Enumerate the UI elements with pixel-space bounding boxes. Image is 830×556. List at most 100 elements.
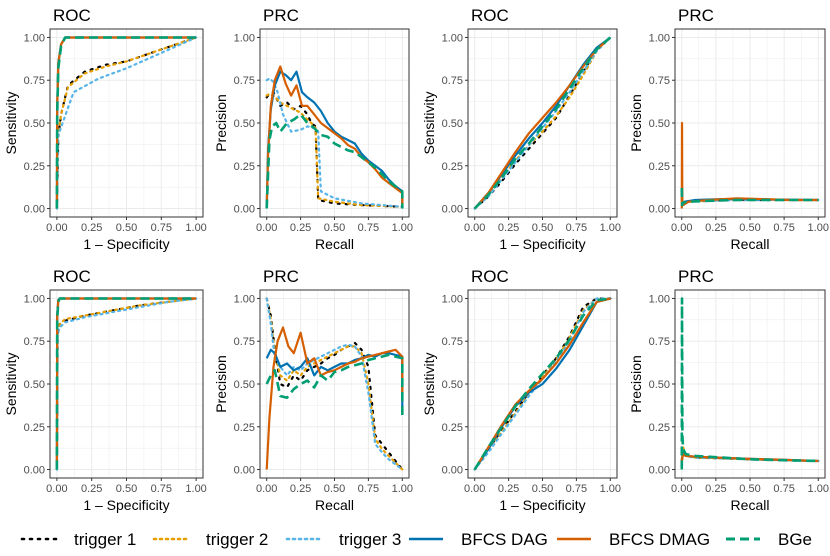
panel-border: [674, 289, 826, 479]
y-tick-label: 0.75: [649, 336, 670, 348]
series-line-bge: [680, 297, 819, 470]
x-tick-label: 0.25: [498, 222, 519, 234]
panel-border: [49, 289, 204, 479]
panel-title: PRC: [263, 267, 299, 286]
y-tick-label: 0.25: [234, 422, 255, 434]
series-line-trigger2: [55, 36, 198, 210]
series-group: [473, 36, 612, 210]
y-tick-label: 0.50: [24, 379, 45, 391]
y-tick-label: 0.00: [24, 465, 45, 477]
x-tick-label: 0.50: [324, 483, 345, 495]
panel-8: 0.00 0.25 0.50 0.75 1.00 0.00 0.25 0.50 0.75 1.00…: [628, 267, 829, 513]
x-tick-label: 0.00: [256, 222, 277, 234]
y-tick-label: 0.00: [442, 204, 463, 216]
x-tick-label: 1.00: [185, 483, 206, 495]
y-axis-label: Sensitivity: [421, 91, 437, 154]
panel-title: PRC: [678, 6, 714, 25]
series-group: [680, 121, 820, 209]
x-tick-label: 1.00: [808, 222, 829, 234]
y-tick-label: 0.25: [24, 422, 45, 434]
x-tick-label: 0.50: [739, 222, 760, 234]
panel-border: [674, 28, 826, 218]
x-axis-label: 1 – Specificity: [83, 497, 169, 513]
y-axis-label: Sensitivity: [3, 91, 19, 154]
y-tick-label: 0.50: [234, 379, 255, 391]
y-axis-label: Sensitivity: [3, 352, 19, 415]
y-axis-label: Precision: [213, 355, 229, 413]
x-axis-label: Recall: [315, 236, 354, 252]
series-line-trigger1: [265, 91, 404, 208]
series-line-bge: [680, 187, 819, 207]
panel-1: 0.00 0.25 0.50 0.75 1.00 0.00 0.25 0.50 0.75 1.00…: [3, 6, 207, 252]
panel-border: [467, 28, 618, 218]
y-tick-label: 0.75: [234, 336, 255, 348]
x-tick-label: 1.00: [600, 483, 621, 495]
legend-label-bfcs-dmag: BFCS DMAG: [609, 530, 710, 549]
x-axis-label: Recall: [731, 497, 770, 513]
y-tick-label: 0.50: [442, 118, 463, 130]
x-tick-label: 0.00: [256, 483, 277, 495]
x-axis-label: 1 – Specificity: [499, 236, 585, 252]
x-tick-label: 0.75: [358, 483, 379, 495]
y-tick-label: 0.75: [649, 75, 670, 87]
x-tick-label: 0.00: [464, 222, 485, 234]
y-tick-label: 1.00: [24, 293, 45, 305]
x-tick-label: 0.00: [671, 483, 692, 495]
x-axis-label: Recall: [731, 236, 770, 252]
series-line-trigger2: [265, 92, 404, 208]
x-tick-label: 0.50: [739, 483, 760, 495]
series-line-bfcs-dmag: [265, 65, 404, 209]
series-line-bge: [265, 113, 404, 209]
y-tick-label: 1.00: [442, 32, 463, 44]
x-tick-label: 0.75: [773, 483, 794, 495]
y-tick-label: 0.25: [24, 161, 45, 173]
series-line-trigger3: [55, 297, 198, 471]
panel-title: ROC: [53, 6, 91, 25]
panel-7: 0.00 0.25 0.50 0.75 1.00 0.00 0.25 0.50 0.75 1.00…: [421, 267, 621, 513]
panel-2: 0.00 0.25 0.50 0.75 1.00 0.00 0.25 0.50 0.75 1.00…: [213, 6, 413, 252]
y-tick-label: 0.25: [234, 161, 255, 173]
x-tick-label: 0.50: [116, 483, 137, 495]
y-axis-label: Precision: [628, 94, 644, 152]
y-tick-label: 0.75: [24, 75, 45, 87]
x-tick-label: 0.50: [324, 222, 345, 234]
x-tick-label: 0.25: [81, 222, 102, 234]
y-tick-label: 0.25: [442, 422, 463, 434]
y-tick-label: 1.00: [442, 293, 463, 305]
panel-6: 0.00 0.25 0.50 0.75 1.00 0.00 0.25 0.50 0.75 1.00…: [213, 267, 413, 513]
series-line-trigger1: [265, 297, 404, 471]
x-tick-label: 0.25: [498, 483, 519, 495]
y-tick-label: 0.00: [442, 465, 463, 477]
x-tick-label: 1.00: [392, 483, 413, 495]
x-tick-label: 1.00: [392, 222, 413, 234]
x-tick-label: 0.00: [46, 483, 67, 495]
x-tick-label: 0.00: [671, 222, 692, 234]
series-group: [55, 36, 198, 210]
x-tick-label: 0.25: [81, 483, 102, 495]
x-tick-label: 1.00: [808, 483, 829, 495]
legend: trigger 1 trigger 2 trigger 3 BFCS DAG BFCS …: [20, 530, 812, 549]
x-tick-label: 0.75: [566, 483, 587, 495]
y-tick-label: 0.50: [234, 118, 255, 130]
y-tick-label: 0.25: [442, 161, 463, 173]
x-tick-label: 0.75: [151, 222, 172, 234]
x-axis-label: Recall: [315, 497, 354, 513]
series-line-bfcs-dmag: [265, 326, 404, 470]
x-tick-label: 0.25: [290, 483, 311, 495]
x-tick-label: 0.00: [464, 483, 485, 495]
legend-label-trigger3: trigger 3: [339, 530, 401, 549]
series-line-bfcs-dag: [265, 70, 404, 209]
x-tick-label: 0.75: [773, 222, 794, 234]
legend-label-bge: BGe: [778, 530, 812, 549]
series-line-bge: [473, 297, 611, 471]
panel-4: 0.00 0.25 0.50 0.75 1.00 0.00 0.25 0.50 0.75 1.00…: [628, 6, 829, 252]
panel-border: [49, 28, 204, 218]
y-tick-label: 1.00: [24, 32, 45, 44]
x-tick-label: 0.50: [532, 483, 553, 495]
panel-title: ROC: [471, 6, 509, 25]
series-line-trigger1: [55, 36, 198, 210]
panel-5: 0.00 0.25 0.50 0.75 1.00 0.00 0.25 0.50 0.75 1.00…: [3, 267, 207, 513]
y-tick-label: 0.25: [649, 161, 670, 173]
series-line-bge: [265, 353, 404, 419]
